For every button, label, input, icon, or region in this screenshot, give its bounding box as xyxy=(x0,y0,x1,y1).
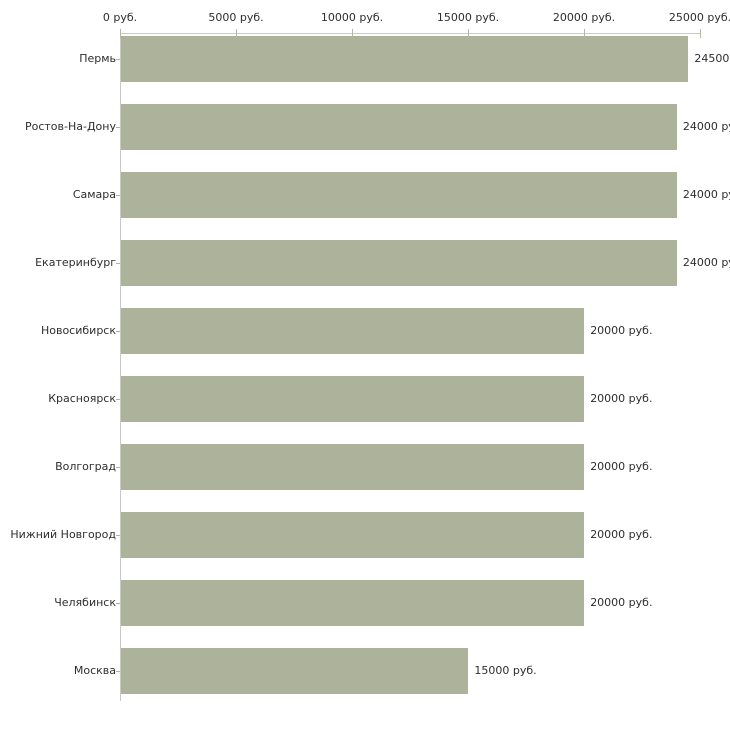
bar xyxy=(121,444,585,490)
value-label: 15000 руб. xyxy=(474,664,537,677)
category-tick-mark xyxy=(116,467,120,468)
category-label: Нижний Новгород xyxy=(10,528,116,541)
bar xyxy=(121,648,469,694)
value-label: 20000 руб. xyxy=(590,324,653,337)
x-axis-tick-mark xyxy=(584,29,585,38)
bar xyxy=(121,580,585,626)
bar xyxy=(121,36,689,82)
category-tick-mark xyxy=(116,671,120,672)
x-axis-tick-label: 0 руб. xyxy=(102,11,138,24)
x-axis-tick-label: 25000 руб. xyxy=(668,11,730,24)
category-label: Новосибирск xyxy=(40,324,116,337)
bar xyxy=(121,240,677,286)
value-label: 24500 руб. xyxy=(694,52,730,65)
bar xyxy=(121,512,585,558)
category-tick-mark xyxy=(116,535,120,536)
category-label: Самара xyxy=(72,188,116,201)
category-label: Челябинск xyxy=(54,596,116,609)
category-label: Волгоград xyxy=(55,460,116,473)
value-label: 24000 руб. xyxy=(682,188,730,201)
value-label: 20000 руб. xyxy=(590,392,653,405)
x-axis-tick-mark xyxy=(236,29,237,38)
bar xyxy=(121,376,585,422)
category-label: Москва xyxy=(73,664,116,677)
y-axis-line xyxy=(120,33,121,701)
bar xyxy=(121,308,585,354)
x-axis-tick-mark xyxy=(120,29,121,38)
value-label: 20000 руб. xyxy=(590,460,653,473)
category-tick-mark xyxy=(116,263,120,264)
category-tick-mark xyxy=(116,59,120,60)
x-axis-tick-label: 20000 руб. xyxy=(552,11,616,24)
x-axis-tick-label: 15000 руб. xyxy=(436,11,500,24)
category-tick-mark xyxy=(116,331,120,332)
x-axis-tick-mark xyxy=(468,29,469,38)
x-axis-tick-label: 10000 руб. xyxy=(320,11,384,24)
category-tick-mark xyxy=(116,399,120,400)
x-axis-tick-mark xyxy=(352,29,353,38)
bar xyxy=(121,104,677,150)
category-tick-mark xyxy=(116,195,120,196)
bar xyxy=(121,172,677,218)
x-axis-tick-mark xyxy=(700,29,701,38)
category-tick-mark xyxy=(116,127,120,128)
category-tick-mark xyxy=(116,603,120,604)
category-label: Пермь xyxy=(79,52,116,65)
category-label: Красноярск xyxy=(48,392,116,405)
value-label: 20000 руб. xyxy=(590,596,653,609)
category-label: Екатеринбург xyxy=(35,256,116,269)
value-label: 24000 руб. xyxy=(682,256,730,269)
category-label: Ростов-На-Дону xyxy=(24,120,116,133)
x-axis-tick-label: 5000 руб. xyxy=(208,11,264,24)
value-label: 20000 руб. xyxy=(590,528,653,541)
x-axis-line xyxy=(120,33,701,34)
value-label: 24000 руб. xyxy=(682,120,730,133)
